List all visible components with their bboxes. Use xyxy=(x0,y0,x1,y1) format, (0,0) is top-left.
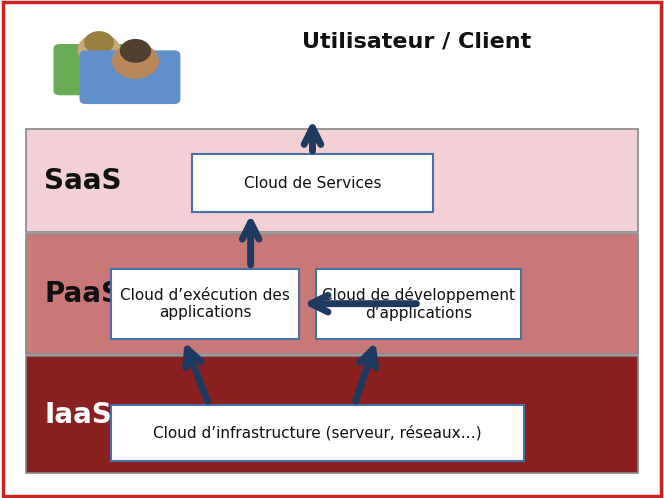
FancyBboxPatch shape xyxy=(80,50,181,104)
FancyBboxPatch shape xyxy=(54,44,141,95)
Text: Cloud de développement
d’applications: Cloud de développement d’applications xyxy=(322,287,515,321)
Text: IaaS: IaaS xyxy=(44,401,112,429)
Circle shape xyxy=(85,32,114,53)
Text: PaaS: PaaS xyxy=(44,280,122,308)
FancyBboxPatch shape xyxy=(111,268,299,339)
FancyBboxPatch shape xyxy=(26,357,638,474)
FancyBboxPatch shape xyxy=(316,268,521,339)
FancyBboxPatch shape xyxy=(111,405,524,461)
Text: Cloud de Services: Cloud de Services xyxy=(244,176,381,191)
Circle shape xyxy=(120,40,151,62)
FancyBboxPatch shape xyxy=(192,154,433,212)
Text: Cloud d’exécution des
applications: Cloud d’exécution des applications xyxy=(120,288,290,320)
Text: Cloud d’infrastructure (serveur, réseaux…): Cloud d’infrastructure (serveur, réseaux… xyxy=(153,425,481,441)
Text: Utilisateur / Client: Utilisateur / Client xyxy=(302,31,531,52)
FancyBboxPatch shape xyxy=(26,235,638,354)
Circle shape xyxy=(113,44,158,78)
Circle shape xyxy=(78,34,120,66)
FancyBboxPatch shape xyxy=(26,129,638,232)
Text: SaaS: SaaS xyxy=(44,167,122,195)
